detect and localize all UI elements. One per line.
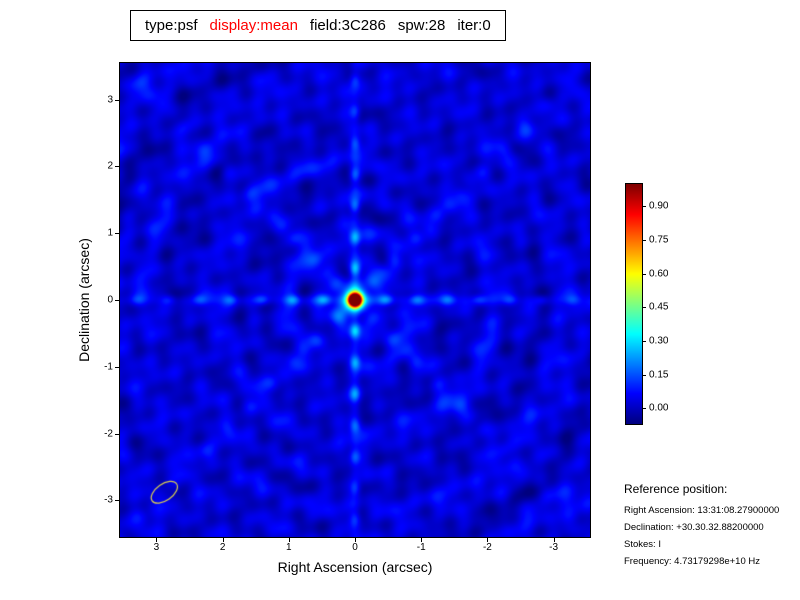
colorbar-tick (642, 240, 646, 242)
colorbar-tick (642, 307, 646, 309)
colorbar-tick (642, 273, 646, 275)
reference-position: Reference position: Right Ascension: 13:… (624, 482, 779, 573)
plot-area: Right Ascension (arcsec) Declination (ar… (76, 62, 591, 575)
reference-lines: Right Ascension: 13:31:08.27900000 Declin… (624, 505, 779, 567)
colorbar-tick-label: 0.00 (649, 402, 669, 414)
y-tick (115, 233, 119, 235)
reference-line: Stokes: I (624, 539, 661, 550)
reference-line: Frequency: 4.73179298e+10 Hz (624, 556, 761, 567)
y-tick-label: -2 (104, 428, 113, 440)
title-segment: display:mean (209, 17, 298, 34)
plot-title: type:psf display:mean field:3C286 spw:28 ite… (130, 10, 506, 41)
title-segment: iter:0 (457, 17, 491, 34)
colorbar-tick-label: 0.45 (649, 301, 669, 313)
x-tick (421, 538, 423, 542)
y-tick-label: 3 (107, 94, 113, 106)
x-tick (288, 538, 290, 542)
colorbar: 0.90 0.75 0.60 0.45 0.30 0.15 0.00 (625, 183, 668, 425)
title-segment: field:3C286 (309, 17, 386, 34)
colorbar-tick (642, 408, 646, 410)
x-tick (156, 538, 158, 542)
y-tick-label: 2 (107, 160, 113, 172)
colorbar-tick (642, 374, 646, 376)
x-tick-label: 1 (286, 542, 292, 553)
reference-heading: Reference position: (624, 482, 728, 496)
colorbar-tick-label: 0.60 (649, 268, 669, 280)
y-tick (115, 99, 119, 101)
colorbar-tick (642, 206, 646, 208)
colorbar-gradient (626, 184, 642, 424)
y-tick (115, 166, 119, 168)
y-tick-label: -1 (104, 361, 113, 373)
reference-line: Right Ascension: 13:31:08.27900000 (624, 505, 780, 516)
title-segment: type:psf (145, 17, 198, 34)
y-tick (115, 366, 119, 368)
colorbar-tick-label: 0.30 (649, 335, 669, 347)
colorbar-tick-label: 0.75 (649, 234, 669, 246)
colorbar-tick-label: 0.90 (649, 200, 669, 212)
x-tick-label: 2 (219, 542, 226, 553)
y-tick-label: 1 (107, 227, 113, 239)
y-tick-label: -3 (104, 494, 113, 506)
x-tick (553, 538, 555, 542)
x-tick (222, 538, 224, 542)
colorbar-tick (642, 341, 646, 342)
x-tick-label: -3 (549, 542, 559, 553)
y-tick (115, 500, 119, 502)
x-tick-label: 3 (153, 542, 160, 553)
y-tick (115, 300, 119, 301)
psf-image[interactable] (120, 63, 590, 537)
y-tick-label: 0 (107, 294, 113, 306)
x-tick (355, 538, 356, 542)
colorbar-tick-label: 0.15 (649, 369, 669, 381)
x-tick-label: 0 (352, 542, 358, 553)
y-axis-label: Declination (arcsec) (76, 238, 92, 362)
reference-line: Declination: +30.30.32.88200000 (624, 522, 764, 533)
x-axis-label: Right Ascension (arcsec) (277, 559, 433, 575)
x-tick (487, 538, 489, 542)
title-segment: spw:28 (397, 17, 446, 34)
y-tick (115, 433, 119, 435)
x-tick-label: -2 (482, 542, 492, 553)
x-tick-label: -1 (416, 542, 426, 553)
